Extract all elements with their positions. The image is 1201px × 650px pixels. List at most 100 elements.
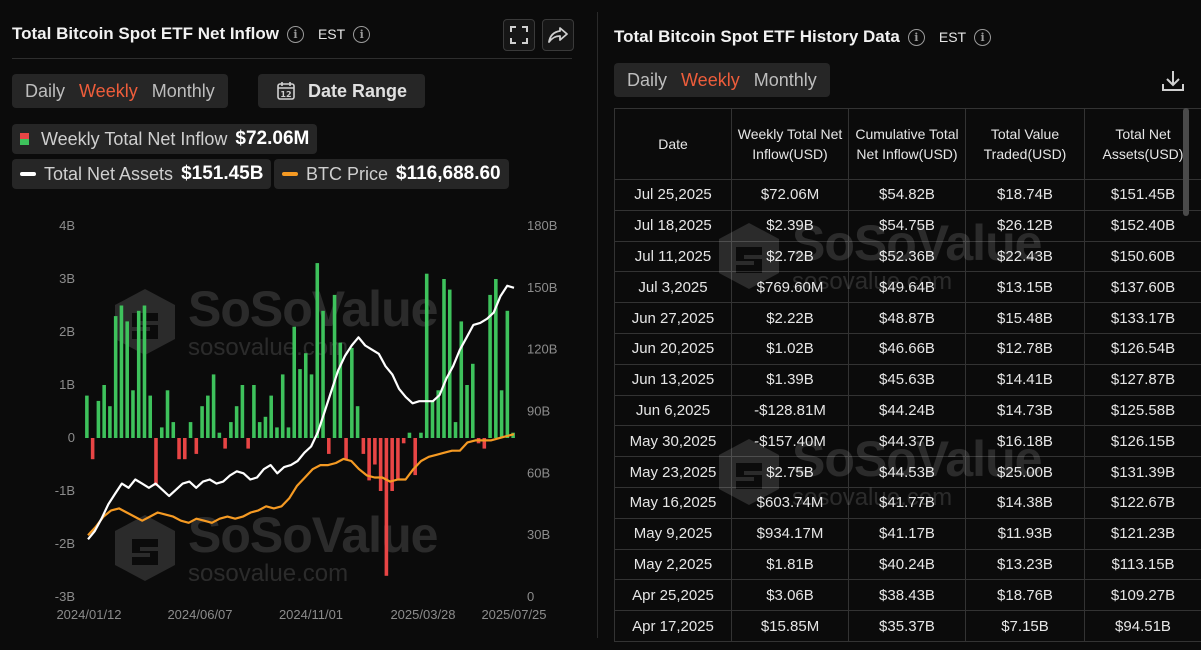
- table-row[interactable]: Apr 25,2025 $3.06B $38.43B $18.76B $109.27B: [614, 579, 1201, 612]
- net-inflow-chart[interactable]: 4B 3B 2B 1B 0 -1B -2B -3B 180B 150B 120B 90B 60B 30B 0…: [0, 0, 584, 650]
- table-scrollbar[interactable]: [1183, 108, 1189, 216]
- y-right-tick-label: 180B: [527, 218, 557, 233]
- inflow-bar: [177, 438, 181, 460]
- inflow-bar: [430, 400, 435, 438]
- cell-net-assets: $126.54B: [1084, 332, 1201, 365]
- tab-monthly[interactable]: Monthly: [151, 80, 215, 101]
- fullscreen-button[interactable]: [503, 19, 535, 51]
- svg-text:12: 12: [280, 90, 291, 99]
- cell-net-assets: $126.15B: [1084, 425, 1201, 458]
- table-row[interactable]: Apr 17,2025 $15.85M $35.37B $7.15B $94.51B: [614, 610, 1201, 642]
- info-icon[interactable]: i: [286, 25, 304, 43]
- col-date[interactable]: Date: [614, 108, 732, 180]
- cell-weekly-inflow: $934.17M: [731, 517, 849, 550]
- info-icon[interactable]: i: [907, 28, 925, 46]
- table-row[interactable]: Jun 20,2025 $1.02B $46.66B $12.78B $126.54B: [614, 332, 1201, 365]
- inflow-bar: [424, 273, 429, 438]
- inflow-bar: [309, 374, 314, 438]
- history-table: Date Weekly Total Net Inflow(USD) Cumula…: [614, 108, 1201, 642]
- table-row[interactable]: May 9,2025 $934.17M $41.17B $11.93B $121.23B: [614, 517, 1201, 550]
- cell-cumulative-inflow: $44.37B: [848, 425, 966, 458]
- inflow-bar: [217, 432, 222, 438]
- table-row[interactable]: Jul 25,2025 $72.06M $54.82B $18.74B $151.45B: [614, 179, 1201, 211]
- inflow-bar: [154, 438, 158, 486]
- cell-date: May 9,2025: [614, 517, 732, 550]
- date-range-label: Date Range: [308, 80, 408, 101]
- cell-weekly-inflow: $2.72B: [731, 240, 849, 273]
- inflow-bar: [378, 438, 383, 491]
- cell-weekly-inflow: $1.81B: [731, 548, 849, 581]
- table-row[interactable]: Jul 3,2025 $769.60M $49.64B $13.15B $137.60B: [614, 271, 1201, 304]
- legend-inflow[interactable]: Weekly Total Net Inflow $72.06M: [12, 124, 318, 154]
- inflow-bar: [125, 321, 129, 438]
- x-tick-label: 2025/03/28: [390, 607, 455, 622]
- tab-daily[interactable]: Daily: [627, 69, 668, 90]
- cell-weekly-inflow: $769.60M: [731, 271, 849, 304]
- inflow-bar: [459, 321, 464, 438]
- table-row[interactable]: Jul 11,2025 $2.72B $52.36B $22.43B $150.60B: [614, 240, 1201, 273]
- inflow-bar: [102, 385, 106, 438]
- cell-cumulative-inflow: $52.36B: [848, 240, 966, 273]
- inflow-bar: [96, 400, 101, 438]
- table-row[interactable]: Jul 18,2025 $2.39B $54.75B $26.12B $152.40B: [614, 209, 1201, 242]
- cell-weekly-inflow: $2.39B: [731, 209, 849, 242]
- table-row[interactable]: May 2,2025 $1.81B $40.24B $13.23B $113.15B: [614, 548, 1201, 581]
- tab-weekly[interactable]: Weekly: [681, 69, 740, 90]
- table-row[interactable]: May 30,2025 -$157.40M $44.37B $16.18B $126.1…: [614, 425, 1201, 458]
- inflow-bar: [240, 385, 245, 438]
- table-row[interactable]: Jun 13,2025 $1.39B $45.63B $14.41B $127.87B: [614, 363, 1201, 396]
- col-weekly-inflow[interactable]: Weekly Total Net Inflow(USD): [731, 108, 849, 180]
- share-button[interactable]: [542, 19, 574, 51]
- cell-net-assets: $127.87B: [1084, 363, 1201, 396]
- cell-net-assets: $94.51B: [1084, 610, 1201, 642]
- legend-btc[interactable]: BTC Price $116,688.60: [274, 159, 509, 189]
- cell-date: Jun 6,2025: [614, 394, 732, 427]
- inflow-bar: [361, 438, 366, 454]
- inflow-bar: [234, 406, 239, 438]
- cell-date: Jun 13,2025: [614, 363, 732, 396]
- inflow-bar: [90, 438, 95, 460]
- table-row[interactable]: Jun 27,2025 $2.22B $48.87B $15.48B $133.17B: [614, 302, 1201, 334]
- col-value-traded[interactable]: Total Value Traded(USD): [965, 108, 1085, 180]
- cell-value-traded: $18.74B: [965, 179, 1085, 211]
- cell-net-assets: $131.39B: [1084, 456, 1201, 488]
- cell-cumulative-inflow: $41.17B: [848, 517, 966, 550]
- date-range-button[interactable]: 12 Date Range: [258, 74, 426, 108]
- cell-date: Jul 18,2025: [614, 209, 732, 242]
- cell-date: May 2,2025: [614, 548, 732, 581]
- inflow-bar: [171, 422, 176, 438]
- cell-cumulative-inflow: $54.82B: [848, 179, 966, 211]
- cell-cumulative-inflow: $41.77B: [848, 486, 966, 519]
- inflow-bar: [488, 294, 492, 438]
- chart-title: Total Bitcoin Spot ETF Net Inflow: [12, 24, 279, 43]
- inflow-swatch: [20, 133, 29, 145]
- y-left-tick-label: -1B: [55, 483, 75, 498]
- inflow-bar: [200, 406, 204, 438]
- cell-weekly-inflow: $603.74M: [731, 486, 849, 519]
- inflow-bar: [373, 438, 377, 465]
- col-cumulative-inflow[interactable]: Cumulative Total Net Inflow(USD): [848, 108, 966, 180]
- cell-cumulative-inflow: $44.24B: [848, 394, 966, 427]
- col-net-assets[interactable]: Total Net Assets(USD): [1084, 108, 1201, 180]
- info-icon[interactable]: i: [974, 28, 992, 46]
- tab-monthly[interactable]: Monthly: [753, 69, 817, 90]
- tab-weekly[interactable]: Weekly: [79, 80, 138, 101]
- inflow-bar: [407, 432, 412, 438]
- tab-daily[interactable]: Daily: [25, 80, 66, 101]
- table-row[interactable]: May 23,2025 $2.75B $44.53B $25.00B $131.39B: [614, 456, 1201, 488]
- btc-price-line: [87, 433, 515, 536]
- cell-weekly-inflow: $72.06M: [731, 179, 849, 211]
- y-left-tick-label: 4B: [59, 218, 75, 233]
- table-row[interactable]: Jun 6,2025 -$128.81M $44.24B $14.73B $125.58…: [614, 394, 1201, 427]
- y-right-tick-label: 120B: [527, 342, 557, 357]
- inflow-bar: [113, 316, 118, 438]
- cell-date: May 16,2025: [614, 486, 732, 519]
- table-row[interactable]: May 16,2025 $603.74M $41.77B $14.38B $122.67…: [614, 486, 1201, 519]
- download-icon[interactable]: [1160, 68, 1186, 94]
- inflow-bar: [108, 406, 112, 438]
- legend-inflow-label: Weekly Total Net Inflow: [41, 128, 228, 149]
- inflow-bar: [229, 422, 233, 438]
- inflow-bar: [183, 438, 187, 460]
- info-icon[interactable]: i: [353, 25, 371, 43]
- legend-assets[interactable]: Total Net Assets $151.45B: [12, 159, 272, 189]
